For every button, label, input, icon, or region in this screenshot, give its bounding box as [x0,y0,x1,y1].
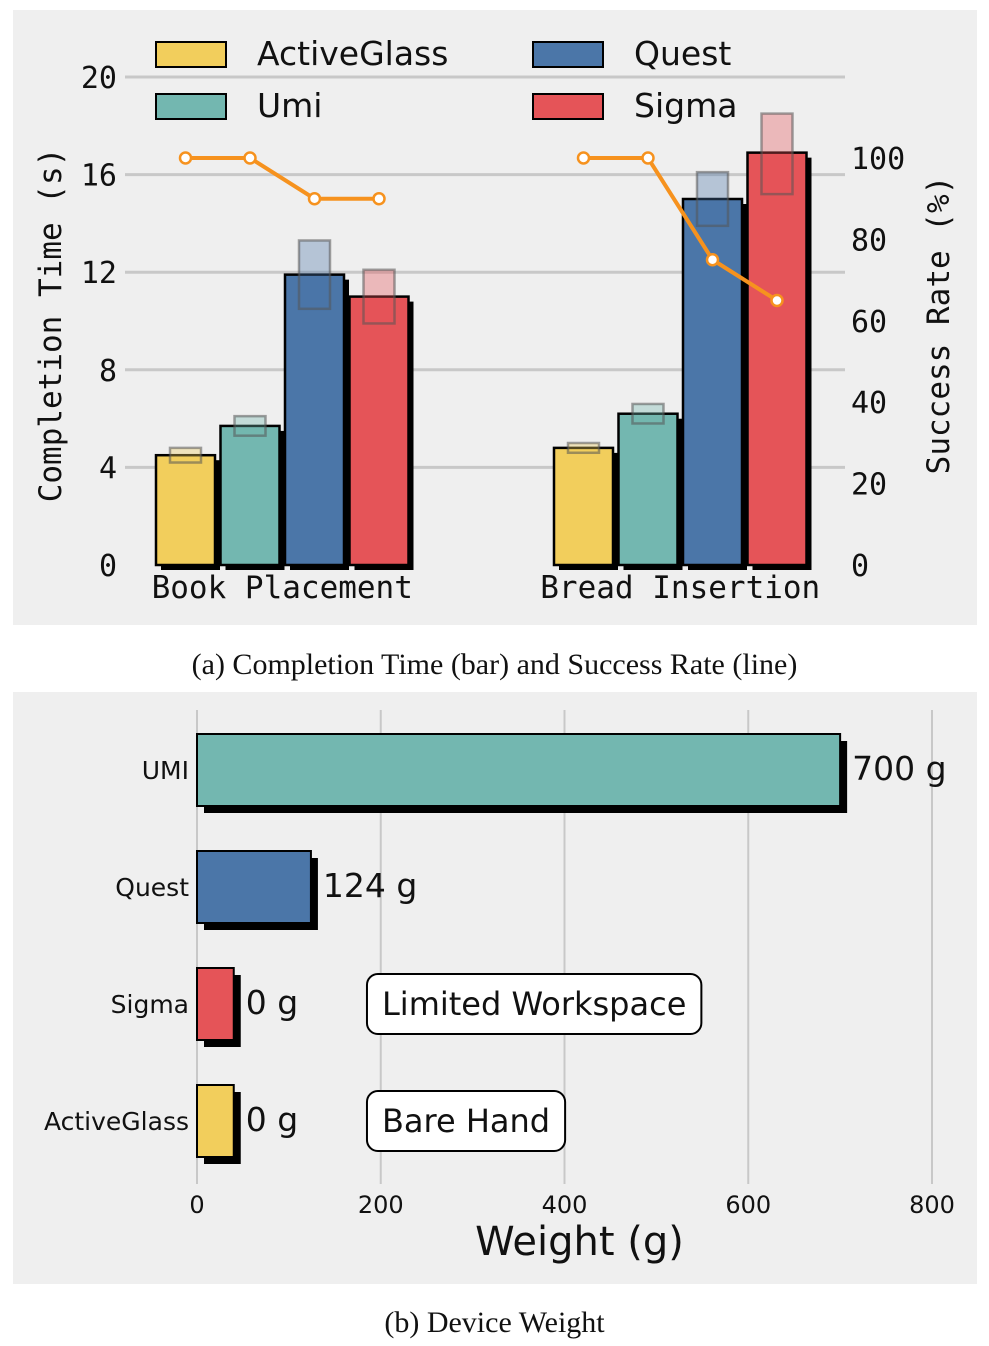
success-rate-line [583,156,779,303]
y2-tick-label: 0 [851,549,869,584]
bar-value-label: 700 g [852,749,946,788]
legend-label: ActiveGlass [257,34,448,73]
bar [154,453,217,567]
success-rate-point [307,191,322,206]
error-box [297,239,332,311]
y-tick-label: 4 [99,451,117,486]
y2-tick-label: 20 [851,468,887,503]
legend-label: Quest [634,34,731,73]
bar-value-label: 0 g [246,983,298,1022]
error-box [566,441,601,455]
y-tick-label: 8 [99,354,117,389]
bar [196,733,842,807]
caption-a: (a) Completion Time (bar) and Success Ra… [191,648,798,681]
x-tick-label: 400 [542,1191,588,1219]
error-box [631,402,665,425]
y-tick-label: 12 [81,256,117,291]
legend-swatch [532,93,604,120]
completion-time-chart: 0 4 8 12 16 20 0 20 40 60 80 100 Completion Time (s)… [33,34,957,606]
x-tick-label: 600 [725,1191,771,1219]
y-category-label: Quest [115,873,189,902]
bar [552,446,615,567]
legend-swatch [155,41,227,68]
legend-label: Umi [257,86,322,125]
chart-b-panel: 0 200 400 600 800 Weight (g) UMI 700 g Quest 124 … [13,692,977,1284]
x-tick-label: 200 [358,1191,404,1219]
y-category-label: UMI [142,756,189,785]
annotation-box [365,973,703,1035]
x-axis-label: Weight (g) [475,1219,684,1265]
success-rate-point [576,151,591,165]
legend-label: Sigma [634,86,737,125]
x-tick-label: Book Placement [152,570,413,606]
annotation-label: Limited Workspace [382,985,686,1023]
legend-swatch [155,93,227,120]
error-box [695,170,730,228]
y-tick-label: 20 [81,61,117,96]
success-rate-point [178,151,193,165]
bar [196,1084,235,1158]
y-category-label: Sigma [111,990,189,1019]
bar-value-label: 124 g [323,866,417,905]
bar [617,412,679,567]
bar [219,424,281,567]
bar [348,295,410,567]
y2-tick-label: 40 [851,386,887,421]
bar [283,273,346,567]
annotation-label: Bare Hand [382,1102,550,1140]
caption-b: (b) Device Weight [384,1306,605,1339]
legend-swatch [532,41,604,68]
success-rate-point [770,293,784,308]
chart-a-panel: 0 4 8 12 16 20 0 20 40 60 80 100 Completion Time (s)… [13,10,977,625]
y2-tick-label: 60 [851,305,887,340]
y2-tick-label: 100 [851,142,905,177]
y-tick-label: 16 [81,159,117,194]
success-rate-point [243,151,257,165]
success-rate-point [641,151,655,165]
y2-axis-label: Success Rate (%) [921,176,957,475]
bar [746,151,808,567]
x-tick-label: 800 [909,1191,955,1219]
device-weight-chart: 0 200 400 600 800 Weight (g) UMI 700 g Quest 124 … [44,710,955,1265]
y-category-label: ActiveGlass [44,1107,189,1136]
bar [196,967,235,1041]
bar [196,850,312,924]
success-rate-line [185,156,379,201]
success-rate-point [372,191,386,206]
y-tick-label: 0 [99,549,117,584]
y-axis-label: Completion Time (s) [33,148,69,503]
x-tick-label: 0 [189,1191,204,1219]
error-box [168,446,203,464]
success-rate-point [705,253,720,267]
bar-value-label: 0 g [246,1100,298,1139]
annotation-box [365,1090,567,1152]
y2-tick-label: 80 [851,223,887,258]
error-box [362,268,396,325]
error-box [760,112,794,196]
x-tick-label: Bread Insertion [540,570,820,606]
error-box [233,414,267,437]
